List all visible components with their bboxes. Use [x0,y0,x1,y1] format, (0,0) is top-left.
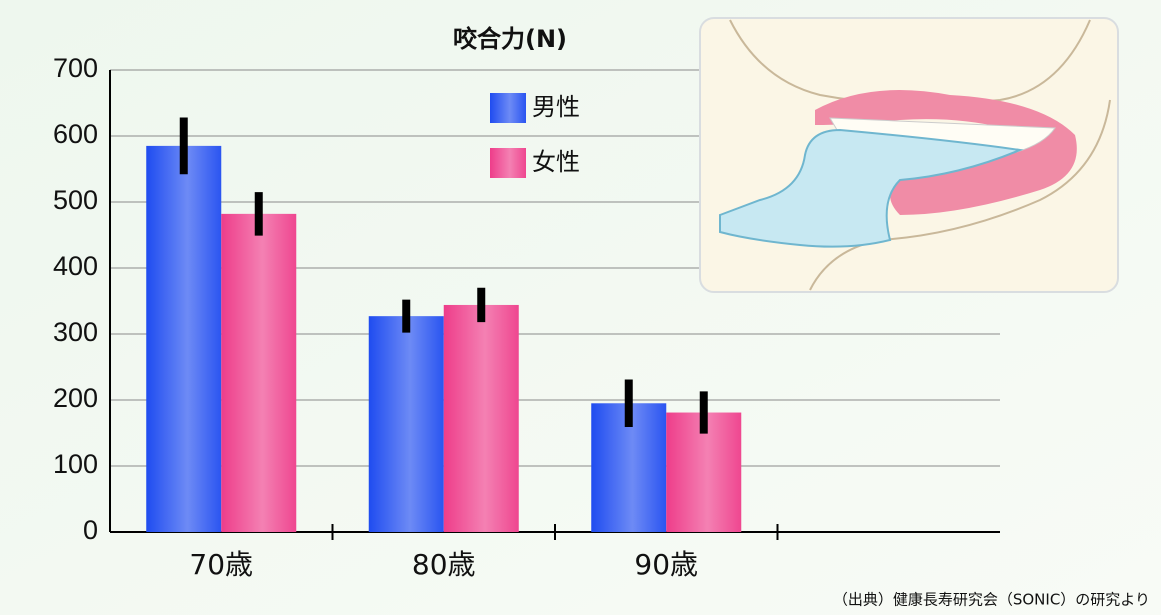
y-tick-label: 200 [53,383,98,413]
bar-shine [368,316,444,532]
y-tick-label: 400 [53,251,98,281]
mouthpiece [719,128,1024,248]
legend-label: 男性 [532,93,580,121]
source-note: （出典）健康長寿研究会（SONIC）の研究より [833,591,1150,609]
legend-swatch-shine [490,148,526,178]
y-tick-label: 100 [53,449,98,479]
legend-label: 女性 [532,148,580,176]
x-tick-label: 70歳 [189,548,253,581]
chin-line [809,99,1111,291]
bar-shine [443,304,519,532]
y-tick-label: 500 [53,185,98,215]
y-tick-label: 300 [53,317,98,347]
illustration [699,17,1119,293]
y-tick-label: 600 [53,119,98,149]
y-tick-label: 700 [53,53,98,83]
chart-title: 咬合力(N) [453,25,567,53]
bar-shine [221,213,297,532]
x-tick-label: 80歳 [412,548,476,581]
legend-swatch-shine [490,93,526,123]
bar-shine [146,145,222,532]
x-tick-label: 90歳 [634,548,698,581]
y-tick-label: 0 [83,515,98,545]
